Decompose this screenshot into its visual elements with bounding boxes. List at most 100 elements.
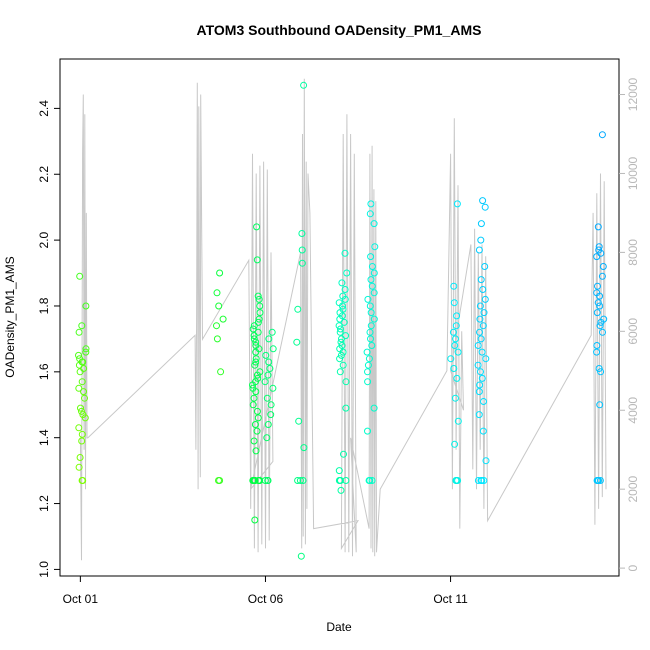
data-point — [475, 411, 483, 419]
data-point — [294, 305, 302, 313]
data-point — [81, 394, 88, 402]
data-point — [477, 276, 485, 284]
data-point — [595, 243, 603, 251]
data-point — [337, 486, 345, 494]
data-point — [451, 394, 459, 402]
data-point — [338, 342, 346, 349]
data-point — [370, 315, 378, 323]
data-point — [596, 477, 604, 484]
y-tick-label: 2.4 — [37, 100, 51, 117]
data-point — [80, 365, 88, 372]
y2-tick-label: 0 — [626, 564, 640, 571]
data-point — [447, 355, 455, 363]
data-point — [593, 348, 601, 356]
data-point — [593, 309, 601, 317]
data-point — [365, 355, 373, 363]
data-point — [450, 282, 458, 290]
y-tick-label: 1.2 — [37, 495, 51, 512]
data-point — [261, 378, 269, 386]
y-tick-label: 1.4 — [37, 429, 51, 446]
y-tick-label: 1.0 — [37, 561, 51, 578]
data-point — [368, 477, 376, 484]
data-point — [454, 417, 462, 425]
data-point — [261, 477, 269, 484]
data-point — [78, 437, 86, 445]
chart-title: ATOM3 Southbound OADensity_PM1_AMS — [197, 22, 482, 38]
data-point — [298, 230, 306, 237]
data-point — [294, 477, 302, 484]
data-point — [367, 200, 375, 208]
data-point — [299, 477, 307, 484]
data-point — [370, 404, 378, 412]
data-point — [475, 388, 483, 396]
data-point — [451, 342, 459, 349]
x-axis-label: Date — [326, 620, 352, 634]
data-point — [268, 328, 276, 336]
data-point — [75, 351, 82, 359]
data-point — [597, 368, 605, 376]
data-point — [254, 374, 262, 382]
flight-series-9 — [474, 197, 490, 484]
data-point — [452, 335, 459, 343]
data-point — [254, 328, 262, 336]
data-point — [264, 421, 272, 428]
data-point — [253, 427, 261, 435]
data-point — [266, 365, 274, 372]
data-point — [370, 289, 378, 297]
data-point — [75, 384, 83, 392]
data-point — [341, 249, 349, 257]
data-point — [339, 292, 347, 300]
data-point — [252, 355, 260, 363]
data-point — [336, 328, 344, 336]
data-point — [342, 378, 350, 386]
data-point — [478, 348, 486, 356]
y2-tick-label: 12000 — [626, 78, 640, 112]
data-point — [79, 477, 87, 484]
y-tick-label: 2.2 — [37, 166, 51, 183]
data-point — [600, 315, 608, 323]
data-point — [249, 401, 257, 409]
data-point — [337, 338, 345, 346]
data-point — [264, 371, 272, 379]
data-point — [80, 388, 87, 396]
data-point — [250, 437, 258, 445]
data-point — [363, 348, 371, 356]
axes: 1.0 1.2 1.4 1.6 1.8 2.0 2.2 2.4 0 2000 4000 6000 800… — [37, 58, 640, 606]
data-point — [595, 246, 603, 254]
data-point — [479, 427, 487, 435]
data-point — [482, 457, 490, 465]
data-point — [337, 351, 345, 359]
data-point — [474, 342, 482, 349]
data-point — [475, 246, 483, 254]
data-point — [337, 325, 344, 333]
data-point — [371, 243, 379, 251]
flight-series-2 — [213, 269, 227, 484]
data-point — [454, 477, 462, 484]
data-point — [250, 477, 258, 484]
data-point — [454, 348, 462, 356]
data-point — [450, 299, 458, 307]
data-point — [370, 269, 378, 277]
data-point — [264, 477, 272, 484]
data-point — [477, 220, 485, 228]
data-point — [78, 378, 86, 386]
data-point — [453, 312, 461, 320]
data-point — [262, 351, 270, 359]
data-point — [478, 374, 486, 382]
data-point — [300, 81, 308, 89]
data-point — [594, 223, 602, 231]
data-point — [82, 345, 90, 353]
data-point — [256, 302, 264, 310]
data-point — [253, 256, 261, 264]
x-tick-label: Oct 11 — [433, 592, 468, 606]
data-point — [593, 342, 601, 349]
data-point — [249, 384, 257, 392]
data-point — [219, 315, 227, 323]
data-point — [298, 259, 306, 267]
data-point — [478, 477, 486, 484]
data-point — [254, 292, 262, 300]
x-tick-label: Oct 06 — [248, 592, 284, 606]
data-point — [213, 335, 221, 343]
data-point — [599, 328, 606, 336]
